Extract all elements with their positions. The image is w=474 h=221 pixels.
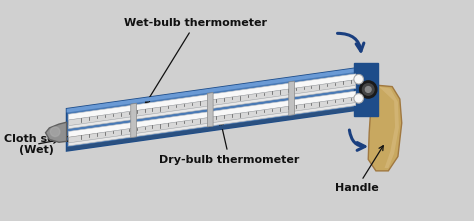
Text: Handle: Handle	[335, 146, 383, 193]
Circle shape	[360, 81, 377, 98]
Polygon shape	[131, 103, 137, 138]
Circle shape	[354, 93, 364, 103]
Polygon shape	[67, 68, 359, 151]
Polygon shape	[207, 93, 213, 127]
Circle shape	[365, 87, 371, 92]
Polygon shape	[69, 85, 356, 129]
Polygon shape	[69, 91, 356, 137]
Polygon shape	[368, 85, 402, 171]
Polygon shape	[67, 106, 359, 151]
Text: Wet-bulb thermometer: Wet-bulb thermometer	[124, 18, 267, 104]
Text: Dry-bulb thermometer: Dry-bulb thermometer	[159, 122, 300, 165]
Text: Cloth sock
(Wet): Cloth sock (Wet)	[4, 133, 68, 155]
Polygon shape	[67, 68, 359, 113]
Polygon shape	[69, 80, 356, 126]
Polygon shape	[289, 81, 294, 115]
Polygon shape	[69, 97, 356, 143]
Polygon shape	[69, 131, 95, 142]
Polygon shape	[69, 74, 356, 120]
Circle shape	[363, 84, 374, 95]
Polygon shape	[46, 122, 67, 142]
Polygon shape	[379, 87, 399, 168]
Circle shape	[50, 127, 60, 137]
Polygon shape	[354, 63, 378, 116]
Circle shape	[354, 74, 364, 84]
Polygon shape	[69, 103, 356, 146]
